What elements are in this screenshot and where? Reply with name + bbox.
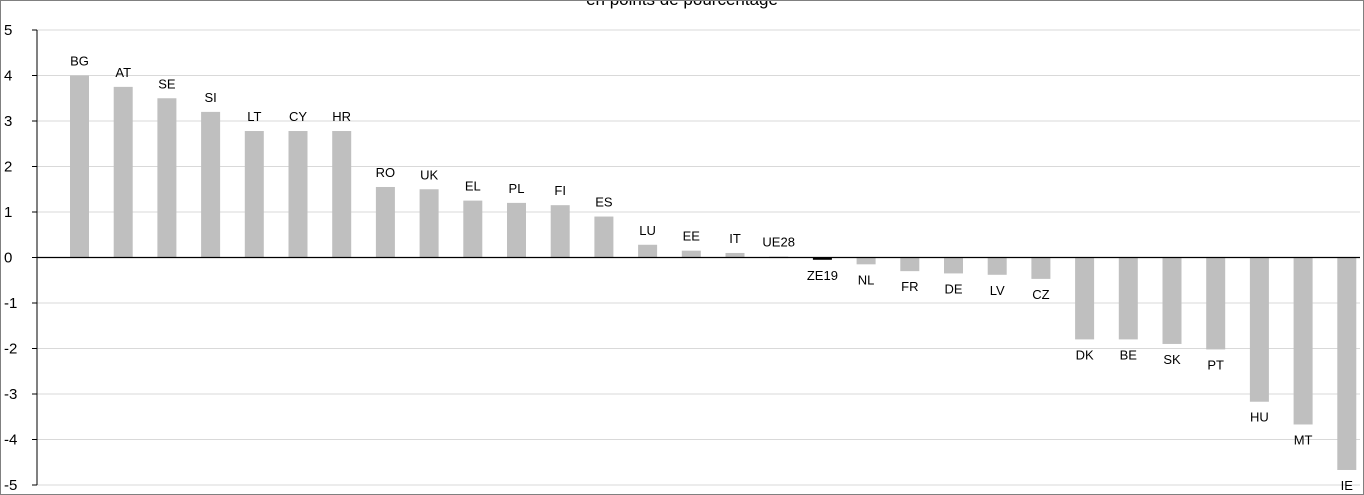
category-label: ZE19 bbox=[807, 268, 838, 283]
bar-pl bbox=[507, 202, 526, 258]
category-label: LV bbox=[990, 283, 1005, 298]
y-tick-label: -2 bbox=[4, 341, 17, 358]
y-tick-label: 3 bbox=[4, 113, 12, 130]
y-tick-label: 1 bbox=[4, 204, 12, 221]
bar-lv bbox=[987, 257, 1007, 275]
category-label: FR bbox=[901, 279, 918, 294]
category-label: NL bbox=[858, 272, 875, 287]
bar-lt bbox=[244, 131, 264, 258]
category-label: BG bbox=[70, 54, 89, 69]
bar-lu bbox=[638, 244, 658, 258]
category-label: AT bbox=[115, 65, 131, 80]
category-label: SE bbox=[158, 76, 176, 91]
bar-dk bbox=[1075, 257, 1095, 340]
category-label: UK bbox=[420, 167, 438, 182]
y-tick-label: -5 bbox=[4, 477, 17, 494]
y-tick-label: -4 bbox=[4, 432, 17, 449]
bar-cy bbox=[288, 131, 308, 258]
category-label: CY bbox=[289, 109, 307, 124]
category-label: LT bbox=[247, 109, 261, 124]
bar-el bbox=[463, 200, 483, 258]
bar-ze19 bbox=[812, 257, 832, 260]
y-tick-label: 0 bbox=[4, 250, 12, 267]
bar-cz bbox=[1031, 257, 1051, 279]
category-label: IE bbox=[1341, 478, 1354, 493]
category-label: ES bbox=[595, 195, 613, 210]
bar-pt bbox=[1206, 257, 1226, 350]
bar-ee bbox=[681, 250, 701, 258]
category-label: SI bbox=[204, 90, 216, 105]
y-tick-label: 5 bbox=[4, 22, 12, 39]
category-label: DK bbox=[1076, 347, 1094, 362]
bar-it bbox=[725, 252, 745, 258]
category-label: DE bbox=[944, 281, 962, 296]
bar-uk bbox=[419, 189, 439, 258]
bar-be bbox=[1118, 257, 1138, 340]
bar-es bbox=[594, 216, 614, 258]
category-label: PT bbox=[1207, 357, 1224, 372]
bar-fi bbox=[550, 205, 570, 258]
bar-mt bbox=[1293, 257, 1313, 425]
y-tick-label: -1 bbox=[4, 295, 17, 312]
category-label: MT bbox=[1294, 432, 1313, 447]
bar-hu bbox=[1249, 257, 1269, 402]
category-label: EE bbox=[683, 229, 701, 244]
bar-ro bbox=[375, 186, 395, 258]
y-tick-label: 4 bbox=[4, 68, 12, 85]
bar-si bbox=[201, 111, 221, 258]
bar-fr bbox=[900, 257, 920, 272]
category-label: HU bbox=[1250, 410, 1269, 425]
bar-de bbox=[944, 257, 963, 274]
category-label: SK bbox=[1163, 352, 1181, 367]
y-tick-label: 2 bbox=[4, 159, 12, 176]
category-label: CZ bbox=[1032, 287, 1049, 302]
category-label: EL bbox=[465, 179, 481, 194]
bar-bg bbox=[70, 75, 89, 258]
bar-sk bbox=[1162, 257, 1182, 344]
category-label: PL bbox=[509, 181, 525, 196]
bar-hr bbox=[332, 131, 352, 258]
category-label: LU bbox=[639, 223, 656, 238]
category-label: BE bbox=[1120, 347, 1138, 362]
category-label: RO bbox=[376, 165, 396, 180]
bar-ie bbox=[1337, 257, 1357, 470]
category-label: FI bbox=[554, 183, 566, 198]
category-label: IT bbox=[729, 231, 741, 246]
category-label: UE28 bbox=[762, 235, 795, 250]
bar-nl bbox=[856, 257, 876, 265]
bar-at bbox=[113, 86, 133, 258]
bar-se bbox=[157, 98, 177, 258]
y-tick-label: -3 bbox=[4, 386, 17, 403]
chart-title: en points de pourcentage bbox=[0, 0, 1364, 10]
category-label: HR bbox=[332, 109, 351, 124]
